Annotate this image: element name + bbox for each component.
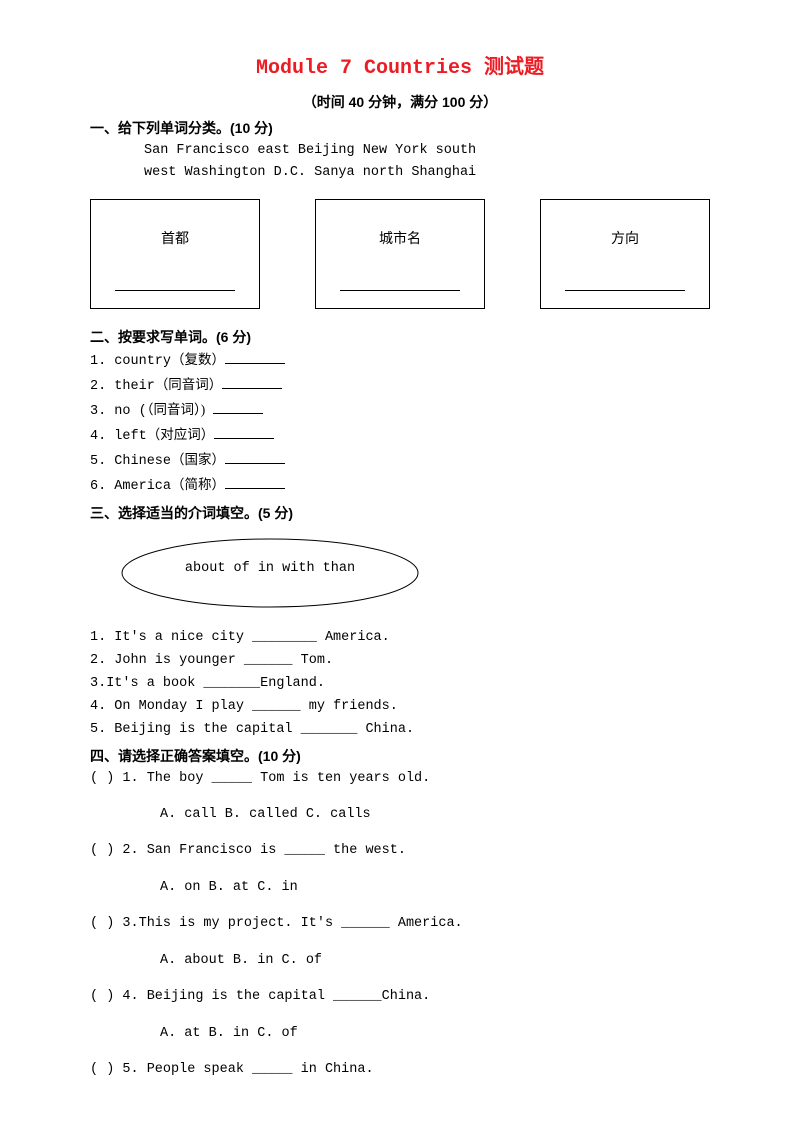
category-boxes: 首都 城市名 方向 [90,199,710,309]
s2-blank-3[interactable] [213,401,263,414]
s4-q2: ( ) 2. San Francisco is _____ the west. [90,840,710,863]
s3-item-4: 4. On Monday I play ______ my friends. [90,696,710,719]
s4-q4: ( ) 4. Beijing is the capital ______Chin… [90,986,710,1009]
s2-item-4: 4. left（对应词） [90,424,710,449]
section3-heading: 三、选择适当的介词填空。(5 分) [90,503,710,523]
s4-q5: ( ) 5. People speak _____ in China. [90,1059,710,1082]
prep-bank: about of in with than [120,537,710,609]
s2-blank-1[interactable] [225,351,285,364]
s4-opts1: A. call B. called C. calls [90,804,710,827]
section4-list: ( ) 1. The boy _____ Tom is ten years ol… [90,768,710,1082]
section3-list: 1. It's a nice city ________ America. 2.… [90,627,710,742]
s4-opts2: A. on B. at C. in [90,877,710,900]
prep-bank-text: about of in with than [120,561,420,576]
wordbank-line2: west Washington D.C. Sanya north Shangha… [144,162,710,184]
section1-heading: 一、给下列单词分类。(10 分) [90,118,710,138]
section1-wordbank: San Francisco east Beijing New York sout… [90,140,710,183]
s2-item-1: 1. country（复数） [90,349,710,374]
box-direction-blank[interactable] [565,276,685,291]
section4-heading: 四、请选择正确答案填空。(10 分) [90,746,710,766]
wordbank-line1: San Francisco east Beijing New York sout… [144,140,710,162]
section2-list: 1. country（复数） 2. their（同音词） 3. no (（同音词… [90,349,710,499]
worksheet-page: Module 7 Countries 测试题 （时间 40 分钟，满分 100 … [0,0,800,1122]
s4-opts4: A. at B. in C. of [90,1023,710,1046]
s3-item-1: 1. It's a nice city ________ America. [90,627,710,650]
page-subtitle: （时间 40 分钟，满分 100 分） [90,92,710,112]
box-direction: 方向 [540,199,710,309]
s2-item-2: 2. their（同音词） [90,374,710,399]
s2-blank-4[interactable] [214,426,274,439]
box-capital-label: 首都 [161,228,189,248]
s2-blank-5[interactable] [225,451,285,464]
box-city: 城市名 [315,199,485,309]
s2-item-5: 5. Chinese（国家） [90,449,710,474]
s3-item-2: 2. John is younger ______ Tom. [90,650,710,673]
s2-item-3: 3. no (（同音词）) [90,399,710,424]
s2-blank-2[interactable] [222,376,282,389]
box-city-label: 城市名 [379,228,421,248]
box-capital-blank[interactable] [115,276,235,291]
s2-item-6: 6. America（简称） [90,474,710,499]
section2-heading: 二、按要求写单词。(6 分) [90,327,710,347]
box-capital: 首都 [90,199,260,309]
box-city-blank[interactable] [340,276,460,291]
s3-item-5: 5. Beijing is the capital _______ China. [90,719,710,742]
s4-q3: ( ) 3.This is my project. It's ______ Am… [90,913,710,936]
s4-q1: ( ) 1. The boy _____ Tom is ten years ol… [90,768,710,791]
box-direction-label: 方向 [611,228,639,248]
s2-blank-6[interactable] [225,476,285,489]
s4-opts3: A. about B. in C. of [90,950,710,973]
page-title: Module 7 Countries 测试题 [90,50,710,80]
s3-item-3: 3.It's a book _______England. [90,673,710,696]
